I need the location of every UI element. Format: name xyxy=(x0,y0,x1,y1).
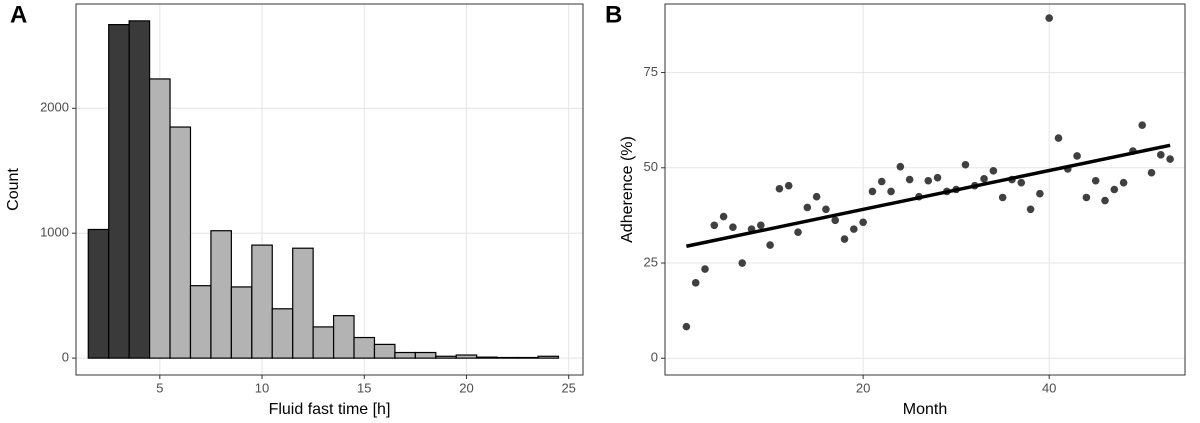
panel-border xyxy=(75,3,584,376)
y-tick-label: 0 xyxy=(651,350,658,365)
y-tick-label: 0 xyxy=(62,350,69,365)
point xyxy=(757,221,765,230)
x-tick-label: 20 xyxy=(459,380,473,395)
fit-line xyxy=(686,143,1171,248)
point xyxy=(1147,168,1156,177)
point xyxy=(989,167,998,175)
point xyxy=(877,177,886,186)
bar xyxy=(251,244,273,359)
point xyxy=(1036,189,1044,198)
bar xyxy=(271,308,294,359)
bar xyxy=(414,351,437,359)
point xyxy=(850,225,858,233)
point xyxy=(961,160,970,169)
point xyxy=(831,216,840,225)
point xyxy=(1026,205,1035,214)
point xyxy=(998,193,1007,202)
point xyxy=(775,184,784,193)
point xyxy=(701,265,709,273)
point xyxy=(868,187,877,196)
bar xyxy=(210,230,232,359)
point xyxy=(980,175,988,183)
bar xyxy=(230,286,253,359)
point xyxy=(840,235,849,243)
point xyxy=(1119,178,1128,187)
y-tick-label: 25 xyxy=(644,254,658,269)
bar xyxy=(292,247,314,359)
point xyxy=(738,259,747,267)
point xyxy=(859,218,867,227)
y-axis-title: Adherence (%) xyxy=(619,136,636,243)
x-tick-label: 10 xyxy=(255,380,269,395)
point xyxy=(766,241,774,249)
y-tick-label: 1000 xyxy=(40,225,69,240)
bar xyxy=(373,343,396,359)
point xyxy=(1101,196,1109,205)
bar xyxy=(312,326,335,359)
panel-label: A xyxy=(10,1,27,28)
point xyxy=(1091,176,1100,185)
point xyxy=(1157,151,1165,159)
point xyxy=(719,212,728,221)
point xyxy=(784,181,793,190)
point xyxy=(1082,193,1091,202)
point xyxy=(924,176,933,185)
bar xyxy=(332,315,355,359)
bar xyxy=(148,78,171,359)
bar xyxy=(353,336,376,359)
panel-border xyxy=(664,3,1186,376)
point xyxy=(1166,155,1174,163)
bar xyxy=(537,355,560,359)
bar xyxy=(455,354,478,359)
x-axis-title: Fluid fast time [h] xyxy=(269,401,391,418)
bar xyxy=(108,24,130,359)
point xyxy=(1138,121,1147,129)
point xyxy=(822,205,830,214)
bar xyxy=(435,355,457,359)
point xyxy=(803,203,812,212)
point xyxy=(794,228,802,236)
point xyxy=(729,223,737,232)
point xyxy=(682,322,691,331)
point xyxy=(887,187,895,196)
bar xyxy=(476,356,498,359)
bar xyxy=(496,356,519,359)
point xyxy=(896,162,905,171)
x-axis-title: Month xyxy=(903,401,947,418)
point xyxy=(1045,14,1053,22)
point xyxy=(1017,178,1026,187)
x-tick-label: 40 xyxy=(1042,380,1056,395)
x-tick-label: 15 xyxy=(357,380,371,395)
point xyxy=(1073,152,1081,160)
point xyxy=(1110,185,1119,194)
y-tick-label: 50 xyxy=(644,159,658,174)
x-tick-label: 25 xyxy=(561,380,575,395)
bar xyxy=(189,285,212,359)
point xyxy=(691,279,700,287)
bar xyxy=(87,228,110,359)
point xyxy=(933,173,942,182)
x-tick-label: 20 xyxy=(856,380,870,395)
point xyxy=(710,221,719,230)
y-tick-label: 75 xyxy=(644,64,658,79)
point xyxy=(812,192,821,201)
point xyxy=(905,175,914,184)
bar xyxy=(169,126,192,359)
x-tick-label: 5 xyxy=(156,380,163,395)
bar xyxy=(128,20,151,359)
panel-label: B xyxy=(605,1,622,28)
bar xyxy=(516,356,539,359)
y-tick-label: 2000 xyxy=(40,100,69,115)
bar xyxy=(394,351,416,359)
y-axis-title: Count xyxy=(5,168,22,211)
panel-background xyxy=(665,4,1185,375)
point xyxy=(1054,134,1063,142)
